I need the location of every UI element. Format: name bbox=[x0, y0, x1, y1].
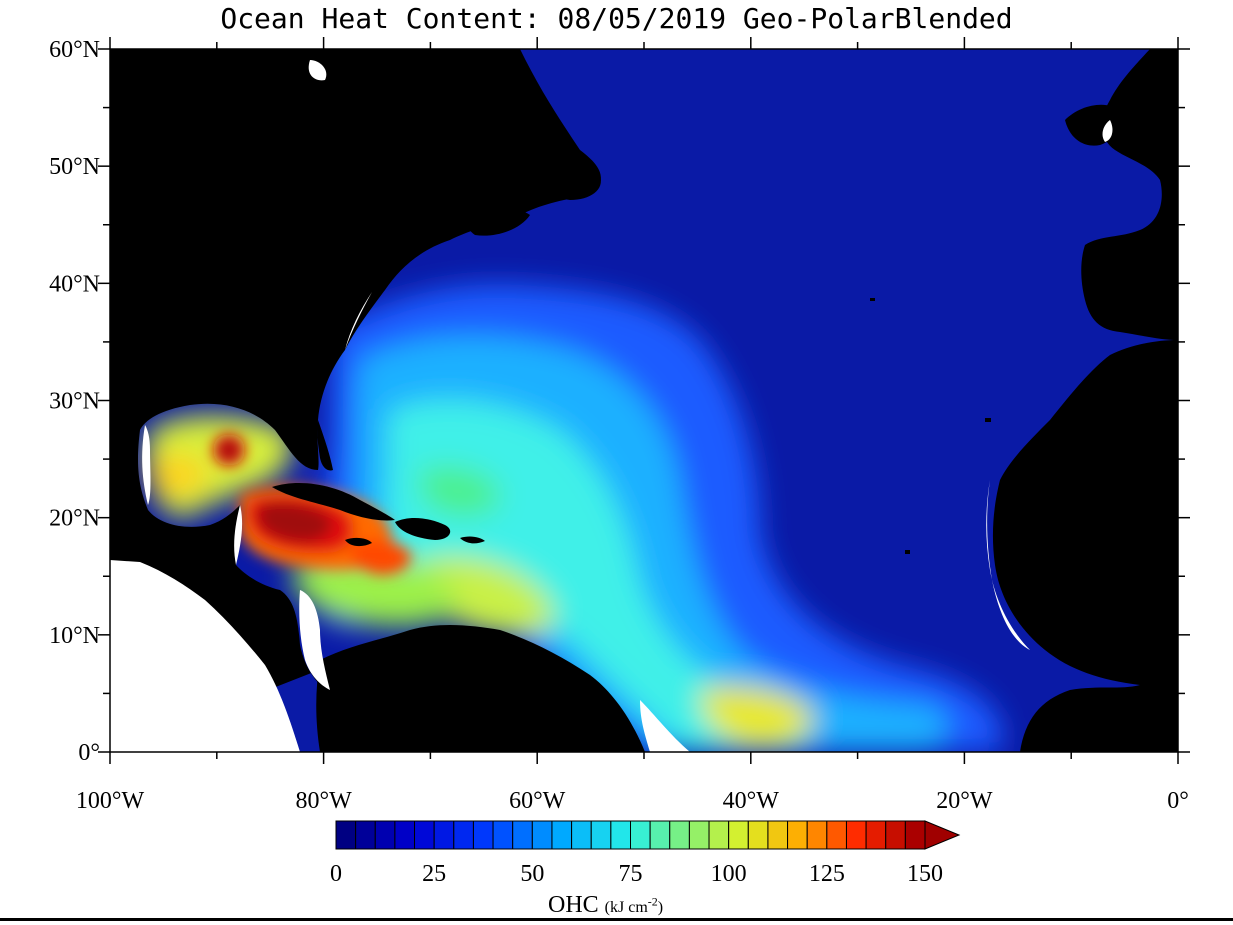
land-jamaica bbox=[345, 537, 372, 547]
colorbar-bin bbox=[787, 820, 808, 850]
lon-tick-label: 0° bbox=[1167, 788, 1189, 814]
lat-tick-label: 30°N bbox=[49, 389, 100, 415]
colorbar: 0 25 50 75 100 125 150 bbox=[330, 820, 961, 887]
colorbar-units-base: (kJ cm bbox=[604, 899, 648, 916]
colorbar-bin bbox=[453, 820, 474, 850]
colorbar-bin bbox=[551, 820, 573, 850]
colorbar-bin bbox=[531, 820, 553, 850]
colorbar-tick-label: 0 bbox=[330, 861, 342, 887]
land-newfoundland bbox=[543, 159, 601, 200]
colorbar-bin bbox=[414, 820, 435, 850]
land-puerto-rico bbox=[460, 536, 485, 544]
colorbar-bin bbox=[571, 820, 592, 850]
colorbar-bin bbox=[865, 820, 887, 850]
latitude-axis: 0° 10°N 20°N 30°N 40°N 50°N 60°N bbox=[49, 37, 1190, 766]
colorbar-bin bbox=[590, 820, 612, 850]
colorbar-units-text: (kJ cm-2) bbox=[604, 895, 664, 916]
colorbar-bin bbox=[688, 820, 710, 850]
land-cape-verde bbox=[905, 550, 910, 554]
land-florida bbox=[317, 420, 333, 471]
colorbar-bin bbox=[767, 820, 789, 850]
colorbar-bin bbox=[433, 820, 455, 850]
colorbar-bin bbox=[492, 820, 514, 850]
colorbar-bin bbox=[355, 820, 376, 850]
ohc-field bbox=[146, 284, 1003, 752]
land-hispaniola bbox=[395, 518, 451, 540]
longitude-axis: 100°W 80°W 60°W 40°W 20°W 0° bbox=[76, 37, 1189, 814]
colorbar-bin bbox=[728, 820, 749, 850]
colorbar-bin bbox=[335, 820, 357, 850]
map-title: Ocean Heat Content: 08/05/2019 Geo-Polar… bbox=[220, 2, 1013, 35]
land-south-america bbox=[316, 625, 645, 752]
lat-tick-label: 50°N bbox=[49, 154, 100, 180]
land-nova-scotia bbox=[466, 207, 530, 236]
lat-tick-label: 0° bbox=[78, 740, 100, 766]
colorbar-bin bbox=[374, 820, 396, 850]
colorbar-bin bbox=[845, 820, 867, 850]
land-azores bbox=[870, 298, 875, 301]
colorbar-bin bbox=[669, 820, 690, 850]
colorbar-bin bbox=[885, 820, 906, 850]
colorbar-bin bbox=[806, 820, 828, 850]
lon-tick-label: 80°W bbox=[295, 788, 352, 814]
colorbar-tick-label: 150 bbox=[907, 861, 943, 887]
colorbar-bin bbox=[826, 820, 847, 850]
colorbar-extend-arrow bbox=[924, 820, 961, 850]
colorbar-tick-label: 25 bbox=[422, 861, 446, 887]
land-africa bbox=[992, 340, 1178, 752]
colorbar-bin bbox=[630, 820, 651, 850]
bottom-rule bbox=[0, 918, 1233, 921]
colorbar-units-label: OHC (kJ cm-2) bbox=[548, 892, 663, 919]
colorbar-bin bbox=[904, 820, 926, 850]
colorbar-units-exponent: -2 bbox=[647, 894, 658, 909]
colorbar-tick-label: 75 bbox=[619, 861, 643, 887]
land-canary-islands bbox=[985, 418, 991, 422]
lat-tick-label: 20°N bbox=[49, 506, 100, 532]
land-greenland-edge bbox=[324, 49, 362, 100]
colorbar-units-main: OHC bbox=[548, 892, 599, 918]
lat-tick-label: 10°N bbox=[49, 623, 100, 649]
no-data-mask bbox=[110, 60, 1113, 752]
colorbar-bin bbox=[708, 820, 730, 850]
colorbar-bin bbox=[512, 820, 533, 850]
colorbar-bin bbox=[472, 820, 494, 850]
lon-tick-label: 60°W bbox=[509, 788, 566, 814]
colorbar-bin bbox=[610, 820, 631, 850]
colorbar-tick-label: 125 bbox=[809, 861, 845, 887]
lon-tick-label: 40°W bbox=[723, 788, 780, 814]
lat-tick-label: 40°N bbox=[49, 271, 100, 297]
colorbar-tick-label: 100 bbox=[711, 861, 747, 887]
lon-tick-label: 100°W bbox=[76, 788, 145, 814]
land-cuba bbox=[272, 483, 395, 521]
land-north-america bbox=[110, 49, 601, 565]
lon-tick-label: 20°W bbox=[936, 788, 993, 814]
colorbar-tick-label: 50 bbox=[520, 861, 544, 887]
colorbar-bin bbox=[649, 820, 671, 850]
lat-tick-label: 60°N bbox=[49, 37, 100, 63]
colorbar-bin bbox=[747, 820, 769, 850]
colorbar-units-close: ) bbox=[657, 899, 664, 916]
colorbar-bin bbox=[394, 820, 416, 850]
